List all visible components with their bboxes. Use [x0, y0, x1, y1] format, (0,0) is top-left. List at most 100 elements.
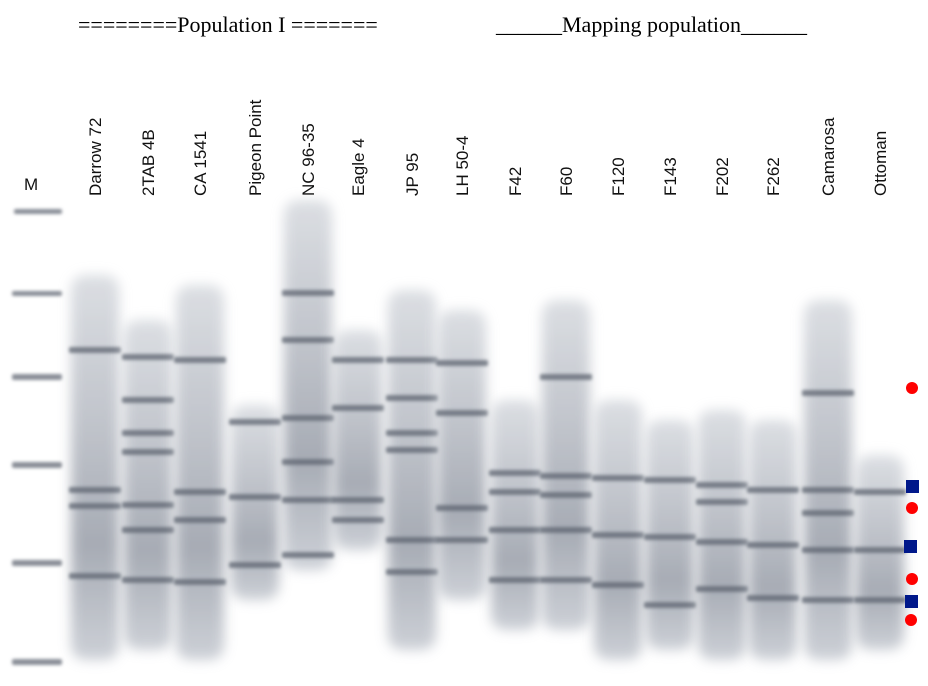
band: [122, 502, 174, 508]
lane-label: F120: [609, 157, 628, 196]
lane-label: Eagle 4: [349, 138, 368, 196]
band: [747, 542, 799, 548]
lane-smear: [594, 400, 642, 660]
band: [122, 397, 174, 403]
size-ladder: [12, 209, 62, 665]
band: [540, 527, 592, 533]
band: [282, 415, 334, 421]
band: [802, 487, 854, 493]
band: [386, 569, 438, 575]
lane: [174, 285, 226, 660]
lane: [489, 400, 541, 630]
band: [802, 547, 854, 553]
band: [386, 357, 438, 363]
band: [540, 577, 592, 583]
lane-label: NC 96-35: [299, 123, 318, 196]
lane: [540, 300, 592, 630]
band: [174, 489, 226, 495]
band: [489, 527, 541, 533]
red-dot: [906, 502, 918, 514]
lane-label: Ottoman: [871, 131, 890, 196]
band: [282, 290, 334, 296]
lane: [282, 200, 334, 570]
band: [644, 477, 696, 483]
lane-label: Camarosa: [819, 117, 838, 196]
band: [696, 499, 748, 505]
page: ========Population I ======= ______Mappi…: [0, 0, 928, 686]
band: [747, 595, 799, 601]
band: [332, 357, 384, 363]
lane: [122, 320, 174, 650]
band: [122, 449, 174, 455]
lane-smear: [804, 300, 852, 660]
lane-smear: [284, 200, 332, 570]
band: [747, 487, 799, 493]
band: [540, 473, 592, 479]
lane: [386, 290, 438, 650]
red-dot: [905, 614, 917, 626]
band: [540, 492, 592, 498]
population-header: ========Population I =======: [78, 12, 378, 37]
lane-label: F262: [764, 157, 783, 196]
band: [69, 487, 121, 493]
band: [436, 505, 488, 511]
band: [69, 503, 121, 509]
band: [489, 489, 541, 495]
lane-smear: [388, 290, 436, 650]
lane-smear: [231, 405, 279, 600]
band: [282, 337, 334, 343]
legend-markers: [904, 382, 919, 626]
band: [540, 374, 592, 380]
band: [696, 586, 748, 592]
band: [436, 537, 488, 543]
band: [644, 534, 696, 540]
marker-label: M: [24, 175, 38, 194]
lane: [436, 310, 488, 600]
band: [644, 602, 696, 608]
lane-smear: [698, 410, 746, 660]
band: [122, 527, 174, 533]
band: [332, 517, 384, 523]
band: [122, 354, 174, 360]
lane-smear: [749, 420, 797, 660]
lane-label: F143: [661, 157, 680, 196]
lane-label: F60: [557, 167, 576, 196]
band: [229, 419, 281, 425]
lane-smear: [71, 275, 119, 660]
lane-smear: [176, 285, 224, 660]
band: [282, 552, 334, 558]
band: [802, 510, 854, 516]
band: [696, 482, 748, 488]
lane-label: 2TAB 4B: [139, 129, 158, 196]
band: [174, 517, 226, 523]
gel-figure: ========Population I ======= ______Mappi…: [0, 0, 928, 686]
lane: [644, 420, 696, 650]
band: [282, 459, 334, 465]
lane: [229, 405, 281, 600]
band: [229, 562, 281, 568]
band: [436, 410, 488, 416]
lane-label: LH 50-4: [453, 136, 472, 196]
band: [854, 597, 906, 603]
band: [332, 405, 384, 411]
blue-square: [906, 480, 919, 493]
band: [282, 497, 334, 503]
blue-square: [905, 595, 918, 608]
red-dot: [906, 382, 918, 394]
band: [854, 547, 906, 553]
band: [592, 475, 644, 481]
band: [696, 539, 748, 545]
lane: [332, 330, 384, 550]
lane-smear: [438, 310, 486, 600]
lane: [69, 275, 121, 660]
band: [122, 430, 174, 436]
lane: [592, 400, 644, 660]
lane-smear: [491, 400, 539, 630]
band: [174, 579, 226, 585]
band: [386, 537, 438, 543]
lane: [747, 420, 799, 660]
lane-smear: [124, 320, 172, 650]
lane: [696, 410, 748, 660]
band: [386, 395, 438, 401]
